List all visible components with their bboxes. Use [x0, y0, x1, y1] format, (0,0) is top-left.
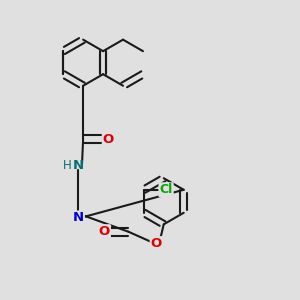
Text: N: N [73, 160, 84, 172]
Text: O: O [151, 237, 162, 250]
Text: O: O [99, 225, 110, 238]
Text: H: H [63, 160, 71, 172]
Text: N: N [73, 212, 84, 224]
Text: O: O [103, 133, 114, 146]
Text: Cl: Cl [160, 183, 173, 196]
